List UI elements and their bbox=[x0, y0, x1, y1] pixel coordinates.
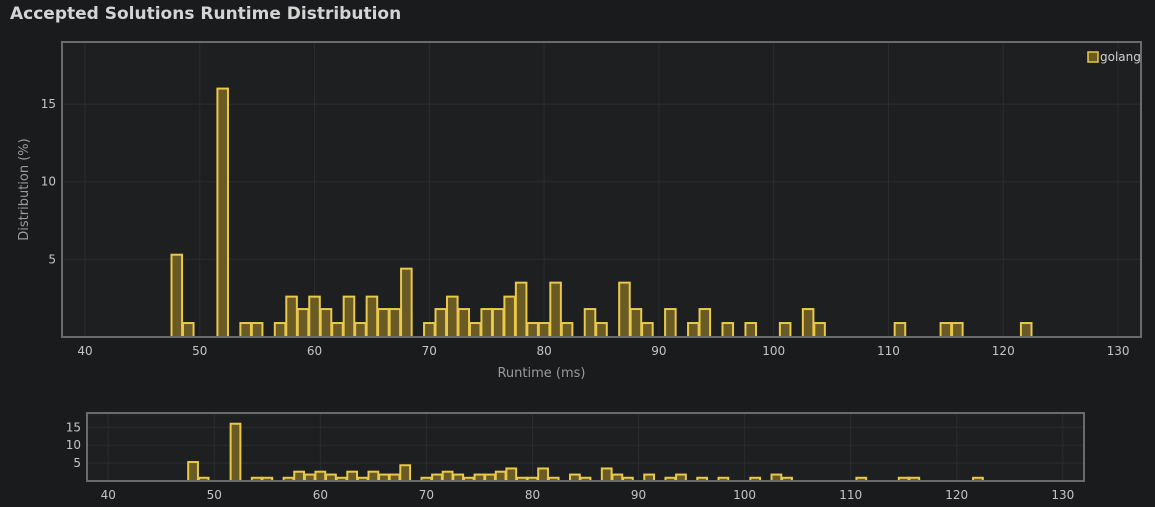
navigator-bar bbox=[346, 470, 359, 482]
main-y-tick-label: 15 bbox=[41, 97, 56, 111]
main-bar bbox=[687, 322, 700, 338]
navigator-x-tick-label: 40 bbox=[101, 488, 116, 502]
x-axis-title: Runtime (ms) bbox=[497, 366, 585, 381]
main-bar bbox=[951, 322, 964, 338]
main-bar bbox=[181, 322, 195, 338]
main-bar bbox=[457, 308, 471, 339]
navigator-x-tick-label: 130 bbox=[1051, 488, 1074, 502]
main-x-tick-label: 70 bbox=[422, 344, 437, 358]
main-bar bbox=[296, 308, 310, 339]
main-bar bbox=[308, 295, 321, 339]
navigator-y-tick-label: 10 bbox=[66, 438, 81, 452]
main-bar bbox=[434, 308, 448, 339]
main-bar bbox=[549, 281, 562, 339]
main-bar bbox=[778, 322, 792, 338]
main-bar bbox=[893, 322, 907, 338]
main-bar bbox=[468, 322, 482, 338]
main-bar bbox=[331, 322, 344, 338]
main-bar bbox=[491, 308, 505, 339]
navigator-x-tick-label: 80 bbox=[525, 488, 540, 502]
main-bar bbox=[664, 308, 677, 339]
main-bar bbox=[354, 322, 367, 338]
main-x-tick-label: 60 bbox=[307, 344, 322, 358]
main-bar bbox=[365, 295, 379, 339]
main-bar bbox=[342, 295, 356, 339]
navigator-bar bbox=[537, 467, 549, 483]
main-bar bbox=[721, 322, 735, 338]
navigator-x-tick-label: 90 bbox=[631, 488, 646, 502]
main-x-tick-label: 50 bbox=[192, 344, 207, 358]
main-plot-area bbox=[62, 42, 1141, 337]
main-bar bbox=[813, 322, 826, 338]
main-bar bbox=[744, 322, 758, 338]
navigator-y-tick-label: 15 bbox=[66, 420, 81, 434]
main-bar bbox=[698, 308, 712, 339]
navigator-x-tick-label: 120 bbox=[945, 488, 968, 502]
navigator-bar bbox=[367, 470, 380, 482]
navigator-bar bbox=[314, 470, 327, 482]
main-bar bbox=[641, 322, 654, 338]
main-bar bbox=[319, 308, 333, 339]
navigator-plot-area bbox=[87, 413, 1084, 481]
main-bar bbox=[250, 322, 264, 338]
navigator-x-tick-label: 100 bbox=[733, 488, 756, 502]
main-bar bbox=[239, 322, 252, 338]
navigator-x-tick-label: 110 bbox=[839, 488, 862, 502]
main-bar bbox=[273, 322, 287, 338]
main-bar bbox=[583, 308, 597, 339]
main-x-tick-label: 80 bbox=[536, 344, 551, 358]
main-y-tick-label: 5 bbox=[48, 252, 56, 266]
main-bar bbox=[388, 308, 402, 339]
main-x-tick-label: 100 bbox=[762, 344, 785, 358]
main-bar bbox=[801, 308, 815, 339]
main-bar bbox=[618, 281, 631, 339]
main-bar bbox=[377, 308, 390, 339]
navigator-x-tick-label: 50 bbox=[207, 488, 222, 502]
navigator-bar bbox=[494, 470, 507, 482]
chart-title: Accepted Solutions Runtime Distribution bbox=[10, 4, 402, 24]
main-bar bbox=[595, 322, 608, 338]
main-bar bbox=[939, 322, 953, 338]
main-bar bbox=[423, 322, 436, 338]
navigator-bar bbox=[600, 467, 613, 483]
navigator-bar bbox=[441, 470, 454, 482]
main-x-tick-label: 90 bbox=[651, 344, 666, 358]
main-bar bbox=[537, 322, 551, 338]
main-bar bbox=[480, 308, 493, 339]
y-axis-title: Distribution (%) bbox=[17, 138, 32, 240]
navigator-frame bbox=[86, 412, 1085, 482]
navigator-bar bbox=[229, 422, 242, 483]
main-x-tick-label: 40 bbox=[77, 344, 92, 358]
main-frame bbox=[61, 41, 1142, 338]
navigator-bar bbox=[505, 467, 518, 483]
main-x-tick-label: 110 bbox=[877, 344, 900, 358]
main-bar bbox=[170, 253, 184, 338]
main-bar bbox=[285, 295, 298, 339]
main-x-tick-label: 130 bbox=[1107, 344, 1130, 358]
main-bar bbox=[629, 308, 643, 339]
main-x-tick-label: 120 bbox=[992, 344, 1015, 358]
navigator-x-tick-label: 60 bbox=[313, 488, 328, 502]
main-y-tick-label: 10 bbox=[41, 175, 56, 189]
legend-swatch bbox=[1087, 51, 1099, 63]
navigator-bar bbox=[399, 464, 412, 482]
navigator-bar bbox=[187, 461, 199, 483]
navigator-bar bbox=[293, 470, 306, 482]
navigator-x-tick-label: 70 bbox=[419, 488, 434, 502]
main-bar bbox=[560, 322, 574, 338]
main-bar bbox=[445, 295, 459, 339]
main-bar bbox=[514, 281, 528, 339]
main-bar bbox=[1019, 322, 1033, 338]
legend-label: golang bbox=[1100, 50, 1141, 64]
main-bar bbox=[526, 322, 539, 338]
navigator-y-tick-label: 5 bbox=[73, 456, 81, 470]
main-bar bbox=[400, 267, 413, 338]
main-bar bbox=[503, 295, 516, 339]
main-bar bbox=[216, 87, 229, 338]
